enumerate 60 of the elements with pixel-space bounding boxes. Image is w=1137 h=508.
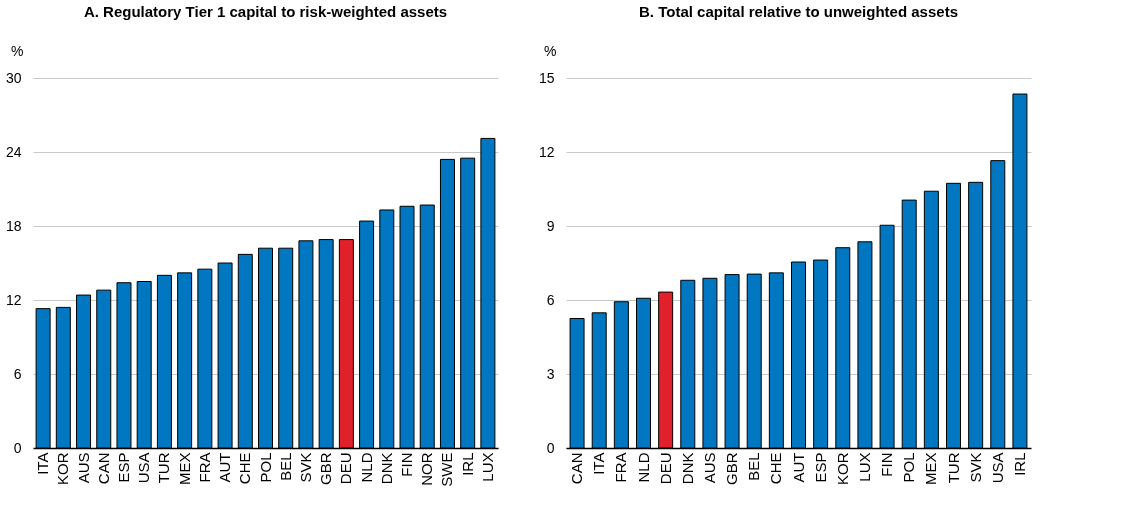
x-tick-label: GBR [723, 452, 741, 486]
x-tick-label: USA [135, 452, 153, 484]
x-tick-label: ITA [34, 452, 52, 475]
x-tick-label: LUX [478, 452, 496, 482]
x-tick-label: LUX [855, 452, 873, 482]
y-axis-title: % [11, 42, 24, 59]
x-tick-label: NLD [634, 452, 652, 483]
x-tick-label: MEX [175, 452, 193, 486]
y-tick-label: 12 [5, 291, 22, 308]
x-tick-label: ESP [811, 452, 829, 483]
y-axis-title: % [544, 42, 557, 59]
y-tick-label: 9 [546, 217, 555, 234]
x-tick-label: AUT [789, 452, 807, 483]
x-tick-label: TUR [155, 452, 173, 484]
x-tick-label: NOR [418, 452, 436, 486]
x-tick-label: BEL [745, 452, 763, 481]
x-tick-label: SVK [296, 452, 314, 483]
y-tick-label: 6 [546, 291, 555, 308]
x-tick-label: USA [988, 452, 1006, 484]
x-tick-label: AUS [74, 452, 92, 484]
x-tick-label: ESP [114, 452, 132, 483]
y-tick-label: 24 [5, 143, 22, 160]
x-tick-label: POL [900, 452, 918, 483]
x-tick-label: IRL [458, 452, 476, 476]
x-tick-label: TUR [944, 452, 962, 484]
x-tick-label: FIN [878, 452, 896, 477]
x-tick-label: SWE [438, 452, 456, 487]
x-tick-label: NLD [357, 452, 375, 483]
x-tick-label: DNK [678, 452, 696, 485]
x-tick-label: AUS [700, 452, 718, 484]
x-tick-label: DEU [656, 452, 674, 485]
chart-title: B. Total capital relative to unweighted assets [639, 3, 958, 20]
x-tick-label: AUT [216, 452, 234, 483]
x-tick-label: FRA [612, 452, 630, 483]
y-tick-label: 12 [538, 143, 555, 160]
y-tick-label: 0 [13, 439, 22, 456]
y-tick-label: 3 [546, 365, 555, 382]
x-tick-label: POL [256, 452, 274, 483]
y-tick-label: 6 [13, 365, 22, 382]
x-tick-label: KOR [54, 452, 72, 486]
x-tick-label: CHE [236, 452, 254, 485]
x-tick-label: CAN [94, 452, 112, 485]
x-tick-label: DEU [337, 452, 355, 485]
x-tick-label: GBR [317, 452, 335, 486]
x-tick-label: KOR [833, 452, 851, 486]
x-tick-label: ITA [590, 452, 608, 475]
x-tick-label: IRL [1010, 452, 1028, 476]
x-tick-label: CHE [767, 452, 785, 485]
x-tick-label: BEL [276, 452, 294, 481]
x-tick-label: CAN [568, 452, 586, 485]
y-tick-label: 15 [538, 69, 555, 86]
x-tick-label: DNK [377, 452, 395, 485]
x-tick-label: SVK [966, 452, 984, 483]
x-tick-label: MEX [922, 452, 940, 486]
x-tick-label: FIN [398, 452, 416, 477]
chart-title: A. Regulatory Tier 1 capital to risk-weighted assets [83, 3, 448, 20]
x-tick-label: FRA [195, 452, 213, 483]
y-tick-label: 0 [546, 439, 555, 456]
y-tick-label: 30 [5, 69, 22, 86]
y-tick-label: 18 [5, 217, 22, 234]
